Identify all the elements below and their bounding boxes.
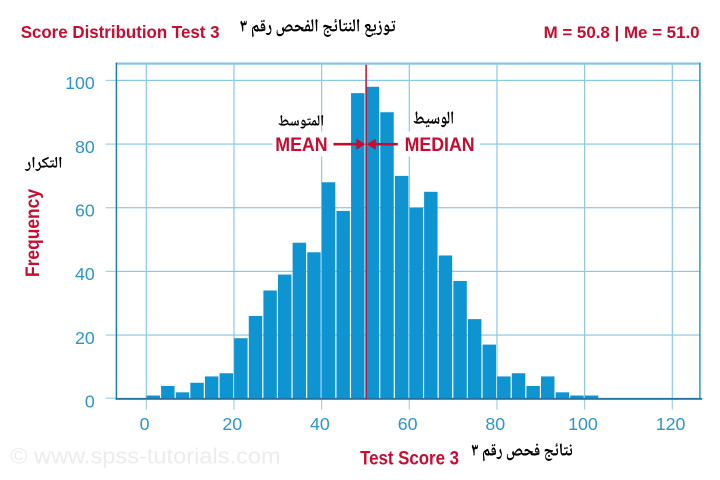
svg-text:60: 60 <box>398 414 418 434</box>
svg-text:80: 80 <box>75 137 95 157</box>
svg-text:20: 20 <box>75 328 95 348</box>
svg-text:Score Distribution Test 3: Score Distribution Test 3 <box>21 22 220 42</box>
svg-text:60: 60 <box>75 201 95 221</box>
svg-text:MEAN: MEAN <box>275 135 327 156</box>
svg-text:MEDIAN: MEDIAN <box>405 135 475 156</box>
svg-text:100: 100 <box>568 414 598 434</box>
svg-text:© www.spss-tutorials.com: © www.spss-tutorials.com <box>10 443 281 468</box>
svg-text:120: 120 <box>656 414 686 434</box>
svg-text:40: 40 <box>310 414 330 434</box>
svg-text:Test Score 3: Test Score 3 <box>360 448 459 469</box>
svg-text:80: 80 <box>485 414 505 434</box>
svg-text:100: 100 <box>65 73 95 93</box>
svg-text:M = 50.8 | Me = 51.0: M = 50.8 | Me = 51.0 <box>544 23 700 42</box>
svg-text:Frequency: Frequency <box>23 189 44 277</box>
svg-text:40: 40 <box>75 264 95 284</box>
svg-text:0: 0 <box>140 414 150 434</box>
svg-text:20: 20 <box>222 414 242 434</box>
svg-text:0: 0 <box>85 392 95 412</box>
